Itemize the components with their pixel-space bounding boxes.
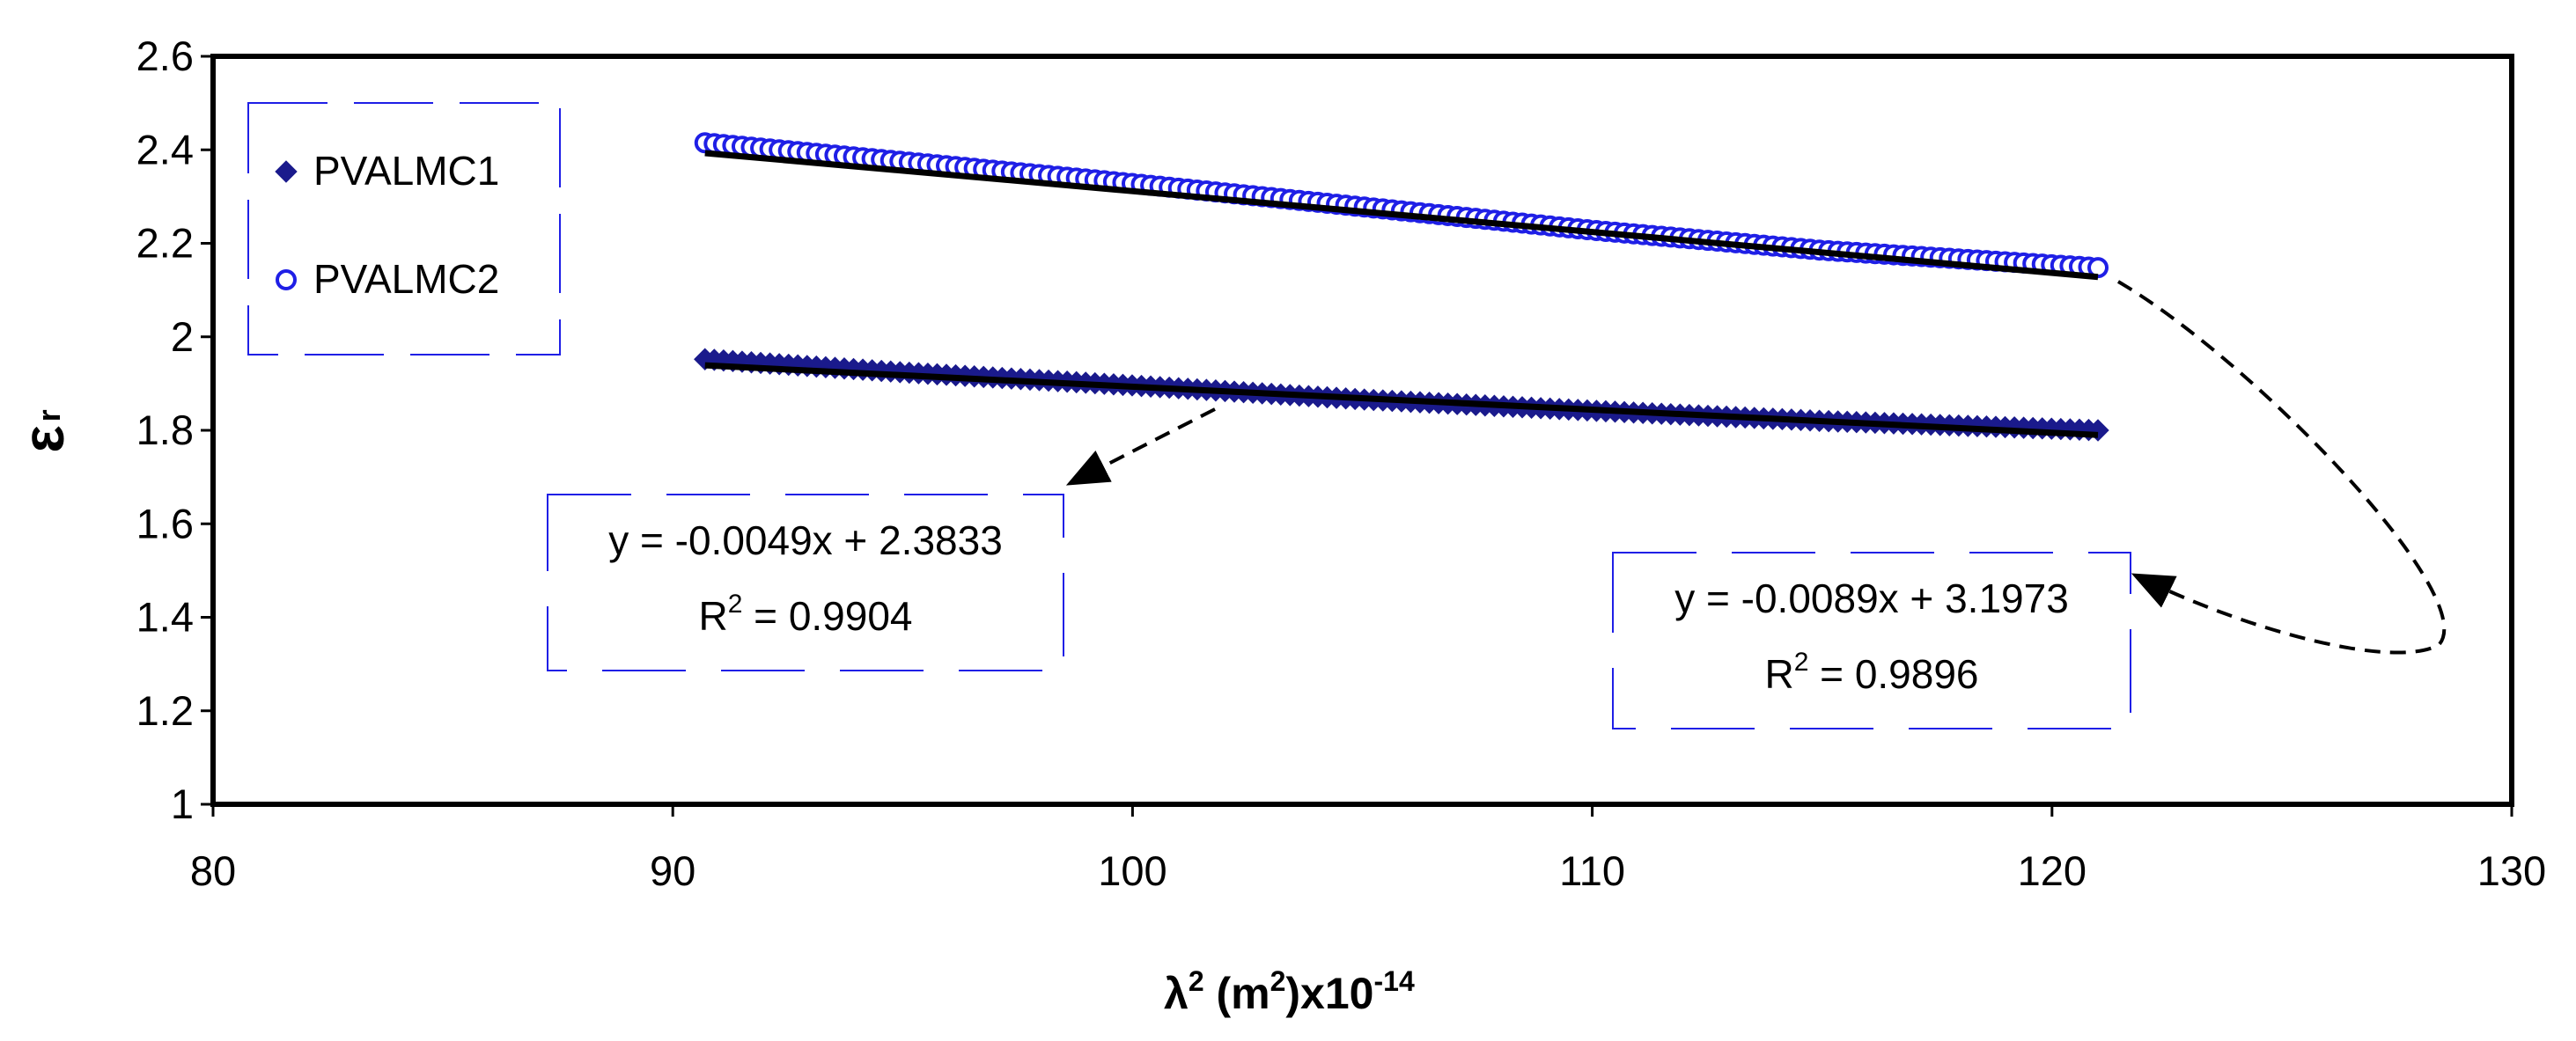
y-tick-label: 2.2 (136, 220, 194, 267)
x-tick-label: 120 (2018, 847, 2087, 894)
series-markers (694, 132, 2109, 442)
y-tick-label: 1.2 (136, 687, 194, 734)
y-tick-label: 1.4 (136, 594, 194, 641)
trendline-pvalmc1 (704, 362, 2099, 438)
trendline-annotation-2: y = -0.0089x + 3.1973 R2 = 0.9896 (1612, 280, 2447, 729)
annotation-equation-1: y = -0.0049x + 2.3833 (608, 517, 1003, 563)
y-tick-label: 1.8 (136, 407, 194, 453)
y-tick-label: 1 (171, 781, 194, 827)
annotation-arrow-1 (1065, 407, 1216, 486)
trendline-annotation-1: y = -0.0049x + 2.3833 R2 = 0.9904 (547, 407, 1216, 671)
legend-marker-pvalmc1 (275, 160, 298, 183)
y-tick-label: 1.6 (136, 500, 194, 546)
x-tick-label: 100 (1098, 847, 1167, 894)
annotation-box-2 (1612, 552, 2131, 729)
legend-label-pvalmc2: PVALMC2 (313, 256, 499, 302)
y-axis-ticks: 1 1.2 1.4 1.6 1.8 2 2.2 2.4 2.6 (136, 33, 213, 827)
y-tick-label: 2.6 (136, 33, 194, 79)
y-tick-label: 2 (171, 313, 194, 360)
annotation-equation-2: y = -0.0089x + 3.1973 (1674, 575, 2069, 621)
x-tick-label: 130 (2477, 847, 2546, 894)
annotation-r2-2: R2 = 0.9896 (1764, 648, 1978, 697)
legend-circle-icon (276, 269, 297, 290)
y-axis-label: εr (11, 409, 76, 452)
x-tick-label: 90 (650, 847, 696, 894)
legend-marker-pvalmc2 (276, 269, 297, 290)
legend: PVALMC1 PVALMC2 (247, 102, 561, 356)
x-tick-label: 110 (1559, 847, 1625, 894)
x-axis-ticks: 80 90 100 110 120 130 (190, 804, 2546, 894)
legend-box (247, 102, 561, 356)
annotation-arrow-2 (2116, 280, 2447, 655)
x-tick-label: 80 (190, 847, 236, 894)
series-pvalmc2 (694, 132, 2109, 279)
legend-label-pvalmc1: PVALMC1 (313, 148, 499, 194)
legend-diamond-icon (275, 160, 298, 183)
x-axis-label: λ2 (m2)x10-14 (1164, 965, 1415, 1018)
annotation-r2-1: R2 = 0.9904 (698, 590, 912, 639)
annotation-box-1 (547, 494, 1064, 671)
trendline-pvalmc2 (704, 150, 2099, 281)
y-tick-label: 2.4 (136, 126, 194, 172)
trendlines (704, 150, 2099, 438)
